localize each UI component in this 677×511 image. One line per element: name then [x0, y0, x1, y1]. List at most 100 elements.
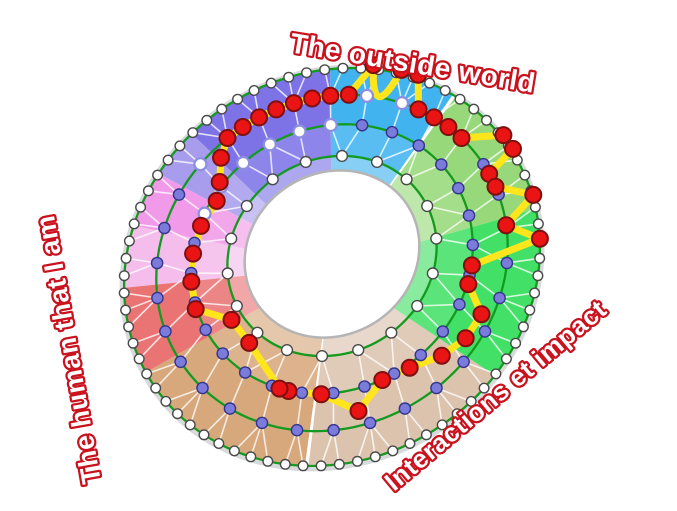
ring3-node [323, 117, 338, 133]
ring4-node [251, 326, 264, 339]
ring3-node [451, 181, 465, 195]
ring1-node [174, 140, 186, 152]
ring4-node [240, 199, 253, 213]
ring3-node [434, 158, 448, 171]
ring1-node [439, 84, 451, 96]
center-hole [243, 169, 421, 339]
ring3-node [262, 137, 277, 152]
path-node [222, 310, 241, 329]
path-node [218, 129, 237, 147]
ring4-node [421, 199, 434, 213]
path-node [439, 118, 458, 136]
ring2-node [327, 423, 340, 437]
ring3-node [295, 386, 309, 400]
ring2-node [290, 423, 304, 437]
ring1-node [248, 84, 260, 96]
ring2-node [500, 256, 514, 270]
path-node [425, 108, 443, 127]
ring1-node [262, 455, 274, 467]
ring1-node [141, 368, 153, 380]
ring2-node [223, 402, 237, 415]
ring1-node [490, 368, 502, 380]
ring4-node [335, 149, 349, 163]
path-node [240, 333, 259, 352]
ring2-node [398, 402, 412, 415]
ring4-node [280, 344, 294, 357]
path-node [504, 139, 522, 158]
ring1-node [424, 77, 436, 89]
ring4-node [400, 173, 413, 186]
ring2-node [394, 95, 410, 111]
ring1-node [451, 408, 463, 420]
path-node [186, 300, 205, 319]
ring1-node [517, 321, 529, 333]
ring1-node [135, 201, 147, 213]
ring1-node [118, 287, 130, 299]
ring1-node [213, 438, 225, 450]
ring4-node [230, 299, 243, 313]
ring1-node [120, 304, 132, 316]
ring1-node [201, 114, 213, 126]
ring1-node [162, 154, 174, 166]
outer-shadow [119, 64, 545, 472]
ring1-node [279, 458, 291, 470]
ring3-node [466, 238, 480, 252]
ring1-node [534, 252, 546, 264]
path-node [494, 126, 513, 145]
ring4-node [266, 173, 279, 186]
path-node [250, 108, 269, 127]
path-node [192, 216, 210, 235]
ring2-node [193, 157, 208, 172]
ring1-node [333, 458, 345, 470]
path-node [270, 379, 289, 398]
ring3-node [358, 380, 371, 393]
ring1-node [436, 419, 448, 431]
path-node [210, 173, 229, 191]
ring1-node [160, 395, 172, 407]
ring1-node [532, 218, 544, 230]
path-node [184, 244, 203, 263]
path-node [303, 89, 322, 108]
ring3-node [453, 298, 466, 311]
ring1-node [465, 395, 477, 407]
path-node [339, 85, 358, 104]
ring4-node [221, 267, 234, 280]
ring1-node [184, 419, 196, 431]
ring3-node [414, 348, 428, 362]
mesh-lines [123, 67, 541, 467]
ring2-node [255, 416, 269, 430]
path-node [267, 100, 286, 119]
path-node [456, 329, 475, 348]
ring1-node [301, 67, 313, 79]
ring3-node [436, 325, 450, 338]
ring1-node [150, 382, 162, 394]
ring1-node [529, 287, 541, 299]
ring1-node [228, 445, 240, 457]
ring1-node [120, 252, 132, 264]
ring1-node [351, 455, 363, 467]
path-node [472, 305, 491, 324]
ring3-node [238, 366, 252, 379]
ring1-node [519, 169, 531, 181]
path-node [524, 185, 543, 204]
ring1-node [297, 460, 309, 472]
ring1-node [420, 429, 432, 441]
ring1-node [133, 353, 145, 365]
ring3-node [216, 347, 229, 360]
ring1-node [283, 71, 295, 83]
path-node [409, 100, 428, 119]
path-node [400, 358, 419, 377]
ring3-node [236, 155, 251, 171]
path-node [364, 56, 383, 75]
ring1-node [478, 382, 490, 394]
path-node [207, 191, 226, 210]
ring1-node [369, 451, 381, 463]
path-node [182, 272, 201, 291]
ring4-node [299, 155, 312, 169]
ring4-node [385, 326, 398, 339]
ring1-node [152, 169, 164, 181]
ring2-node [150, 256, 164, 270]
ring2-node [158, 221, 171, 235]
ring2-node [196, 381, 209, 395]
